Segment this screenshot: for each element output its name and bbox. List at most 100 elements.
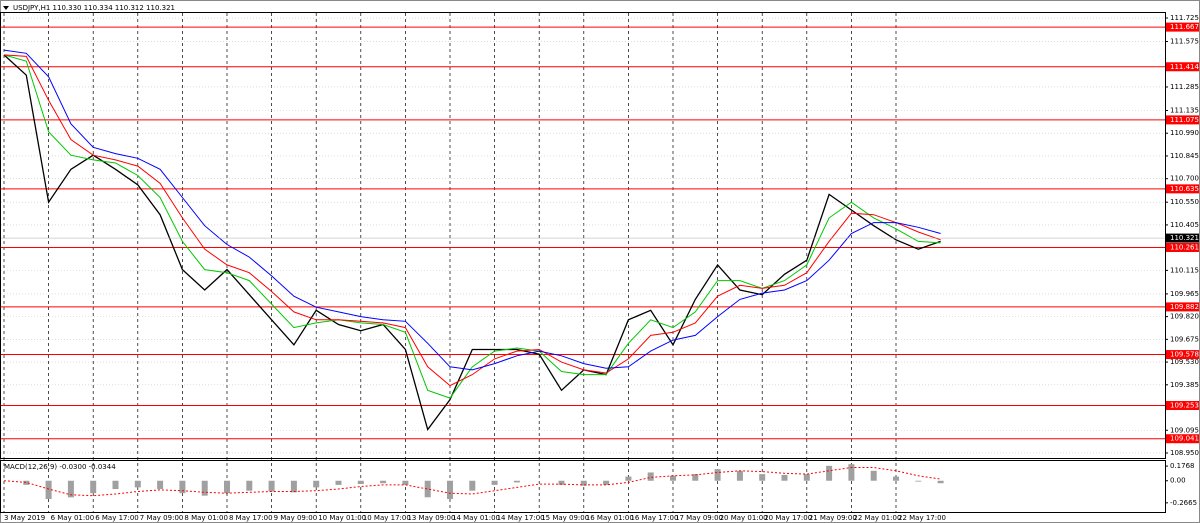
level-tag — [1166, 350, 1199, 360]
level-label: 111.667 — [1170, 23, 1199, 31]
y-tick-label: 110.700 — [1170, 175, 1199, 183]
level-tag — [1166, 62, 1199, 72]
macd-bar — [781, 474, 788, 481]
macd-bar — [558, 480, 565, 485]
macd-bar — [134, 480, 141, 488]
y-tick-label: 109.385 — [1170, 381, 1199, 389]
macd-bar — [692, 474, 699, 481]
y-tick-label: 111.135 — [1170, 106, 1199, 114]
chart-title: USDJPY,H1 110.330 110.334 110.312 110.32… — [13, 4, 175, 12]
x-tick-label: 16 May 17:00 — [630, 514, 678, 522]
macd-bar — [937, 480, 944, 484]
y-tick-label: 111.285 — [1170, 83, 1199, 91]
macd-bar — [90, 480, 97, 494]
x-tick-label: 3 May 2019 — [4, 514, 45, 522]
macd-bar — [915, 480, 922, 482]
y-tick-label: 109.820 — [1170, 313, 1199, 321]
y-tick-label: 110.405 — [1170, 221, 1199, 229]
macd-bar — [513, 480, 520, 483]
x-tick-label: 6 May 17:00 — [95, 514, 139, 522]
level-label: 109.253 — [1170, 401, 1199, 409]
x-tick-label: 16 May 01:00 — [586, 514, 634, 522]
macd-bar — [603, 480, 610, 485]
y-tick-label: 110.990 — [1170, 129, 1199, 137]
y-tick-label: 0.1768 — [1170, 462, 1195, 470]
level-label: 109.578 — [1170, 351, 1199, 359]
x-tick-label: 6 May 01:00 — [51, 514, 95, 522]
current-price-tag — [1166, 233, 1199, 243]
level-tag — [1166, 242, 1199, 252]
y-tick-label: 109.095 — [1170, 426, 1199, 434]
level-label: 109.041 — [1170, 435, 1199, 443]
x-tick-label: 21 May 09:00 — [809, 514, 857, 522]
level-label: 110.261 — [1170, 243, 1199, 251]
macd-bar — [447, 480, 453, 499]
y-tick-label: 110.845 — [1170, 152, 1199, 160]
macd-bar — [335, 480, 342, 485]
macd-bar — [23, 480, 30, 485]
y-tick-label: -0.2665 — [1170, 499, 1197, 507]
x-tick-label: 10 May 01:00 — [318, 514, 366, 522]
y-tick-label: 110.550 — [1170, 198, 1199, 206]
macd-bar — [179, 480, 186, 494]
x-tick-label: 10 May 17:00 — [363, 514, 411, 522]
x-tick-label: 17 May 09:00 — [675, 514, 723, 522]
level-label: 111.414 — [1170, 63, 1199, 71]
x-tick-label: 15 May 09:00 — [541, 514, 589, 522]
x-tick-label: 22 May 17:00 — [898, 514, 946, 522]
y-tick-label: 111.725 — [1170, 14, 1199, 22]
macd-title: MACD(12,26,9) -0.0300 -0.0344 — [4, 463, 116, 471]
y-tick-label: 0.00 — [1170, 477, 1186, 485]
x-tick-label: 8 May 17:00 — [229, 514, 273, 522]
macd-bar — [357, 480, 364, 485]
level-label: 111.075 — [1170, 116, 1199, 124]
level-tag — [1166, 184, 1199, 194]
macd-bar — [803, 474, 810, 481]
series-line — [3, 54, 941, 431]
x-tick-label: 14 May 01:00 — [452, 514, 500, 522]
y-tick-label: 109.530 — [1170, 358, 1199, 366]
y-tick-label: 111.575 — [1170, 38, 1199, 46]
macd-bar — [759, 474, 766, 481]
macd-bar — [580, 480, 587, 486]
x-tick-label: 7 May 09:00 — [140, 514, 184, 522]
macd-bar — [826, 465, 833, 481]
macd-bar — [893, 476, 899, 481]
x-tick-label: 9 May 09:00 — [274, 514, 318, 522]
current-price-label: 110.321 — [1170, 234, 1199, 242]
x-tick-label: 22 May 01:00 — [853, 514, 901, 522]
macd-bar — [714, 469, 721, 481]
macd-bar — [380, 480, 387, 484]
macd-bar — [870, 470, 877, 481]
x-tick-label: 20 May 17:00 — [764, 514, 812, 522]
y-tick-label: 109.675 — [1170, 335, 1199, 343]
level-tag — [1166, 115, 1199, 125]
macd-bar — [268, 480, 275, 492]
level-label: 110.635 — [1170, 185, 1199, 193]
macd-bar — [246, 480, 253, 491]
y-tick-label: 110.115 — [1170, 266, 1199, 274]
series-line — [3, 54, 941, 387]
macd-bar — [736, 470, 743, 481]
macd-bar — [670, 475, 676, 481]
macd-pane — [0, 460, 1166, 513]
level-tag — [1166, 434, 1199, 444]
macd-bar — [402, 480, 409, 485]
series-line — [3, 54, 941, 399]
level-tag — [1166, 302, 1199, 312]
macd-bar — [848, 464, 855, 481]
x-tick-label: 13 May 09:00 — [407, 514, 455, 522]
macd-bar — [491, 480, 498, 485]
macd-bar — [67, 480, 74, 498]
level-tag — [1166, 22, 1199, 32]
y-tick-label: 108.950 — [1170, 449, 1199, 457]
macd-bar — [625, 476, 632, 481]
x-tick-label: 14 May 17:00 — [497, 514, 545, 522]
macd-bar — [224, 480, 230, 494]
macd-bar — [157, 480, 164, 490]
macd-bar — [469, 480, 476, 491]
series-line — [3, 467, 941, 497]
macd-bar — [201, 480, 208, 496]
